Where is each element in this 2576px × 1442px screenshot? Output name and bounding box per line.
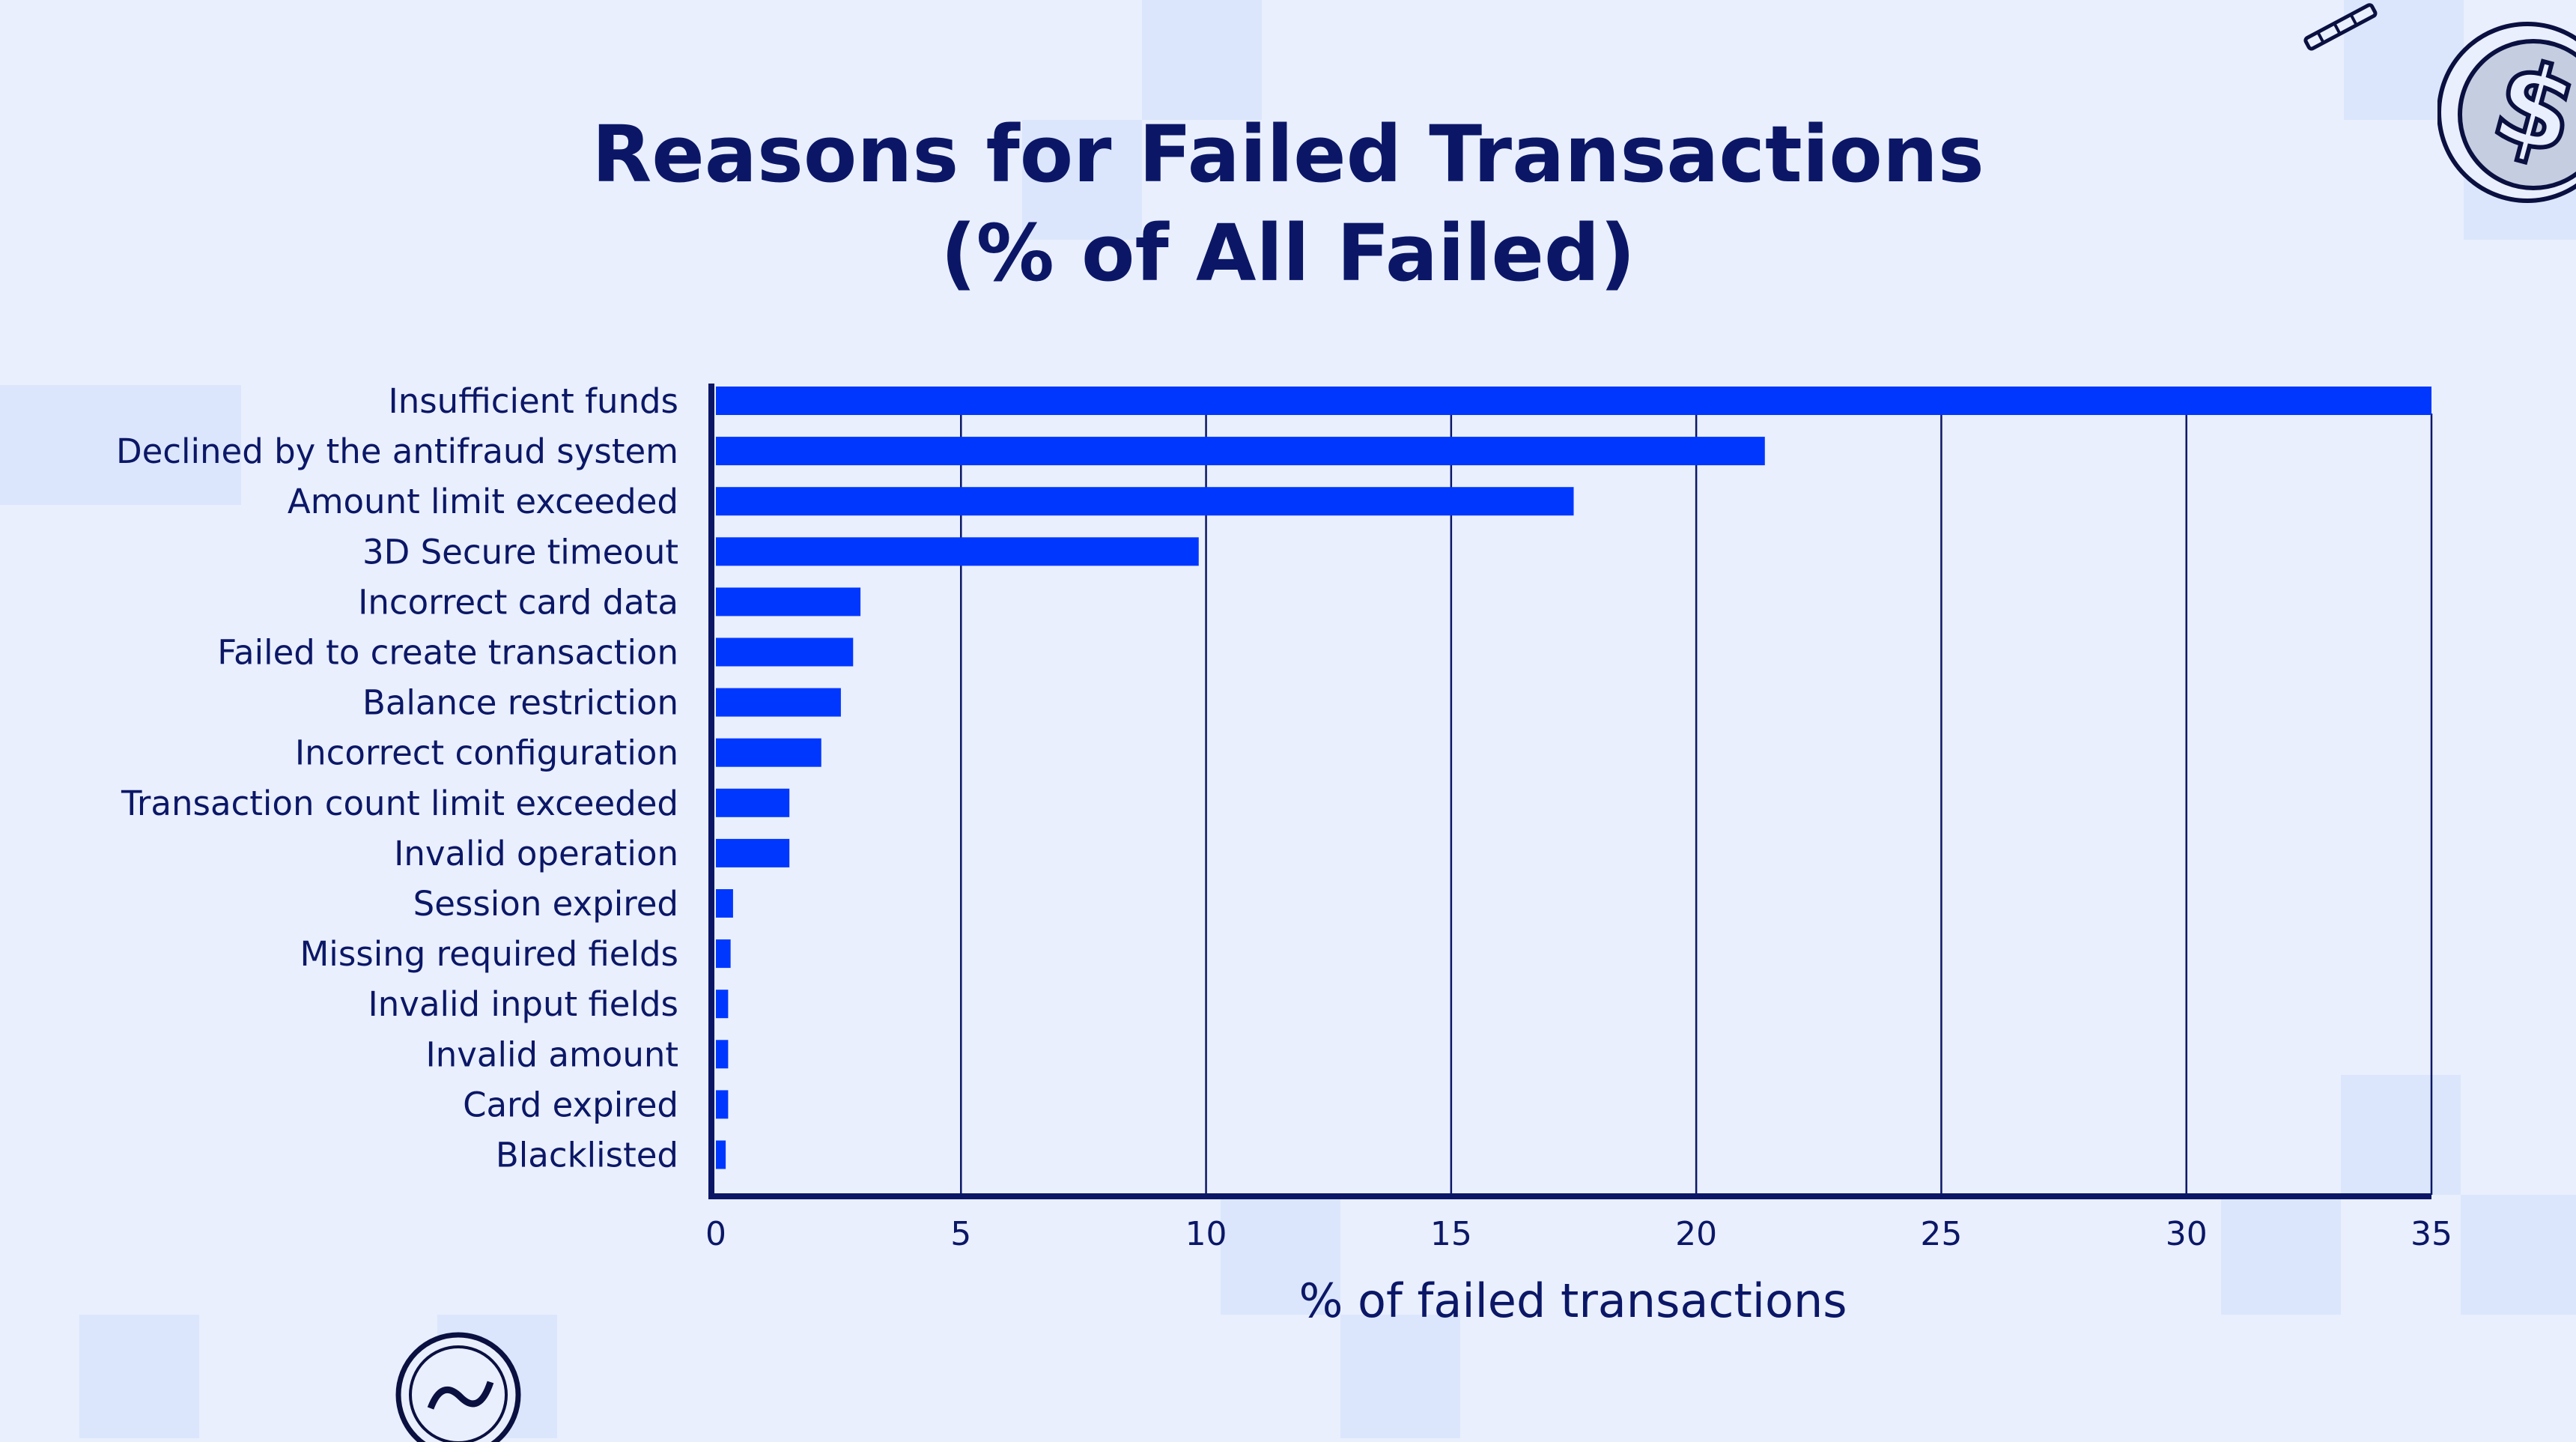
decor-square [1142,0,1262,120]
category-label: Incorrect card data [358,582,678,622]
bar [716,537,1199,566]
bar [716,990,729,1019]
category-label: Blacklisted [496,1136,678,1175]
bar [716,1090,729,1119]
chart-title: Reasons for Failed Transactions (% of Al… [0,105,2576,303]
category-label: Insufficient funds [388,381,678,421]
category-label: Failed to create transaction [217,633,678,673]
x-tick-label: 15 [1430,1215,1472,1253]
category-label: Session expired [413,884,678,924]
bar [716,587,861,617]
decor-square [1221,1195,1340,1315]
x-tick-label: 25 [1920,1215,1962,1253]
pencil-icon [2303,3,2378,51]
x-tick-label: 20 [1675,1215,1717,1253]
bar [716,688,841,717]
x-tick-label: 5 [950,1215,971,1253]
category-label: Amount limit exceeded [288,482,678,521]
bar [716,1140,726,1169]
bar [716,387,2431,415]
bar [716,838,790,867]
category-label: Card expired [463,1085,678,1124]
bar [716,738,821,767]
x-tick-label: 30 [2166,1215,2208,1253]
category-label: Missing required fields [300,934,678,974]
bar [716,1040,729,1069]
coin-dollar-icon: $ [2437,22,2576,203]
category-label: Balance restriction [362,683,678,723]
category-label: Invalid operation [394,834,678,873]
x-tick-label: 0 [705,1215,726,1253]
x-tick-label: 10 [1185,1215,1227,1253]
decor-square [1022,120,1142,240]
chart-title-line: (% of All Failed) [941,207,1635,299]
decor-square [0,385,241,505]
bar [716,788,790,817]
exchange-logo-icon [395,1332,521,1442]
bar [716,487,1574,516]
category-label: Incorrect configuration [295,733,678,773]
category-label: 3D Secure timeout [362,532,678,572]
decor-square [2221,1195,2341,1315]
bar [716,637,854,667]
chart-title-line: Reasons for Failed Transactions [592,109,1984,200]
bar [716,889,733,918]
decor-square [2341,1075,2461,1195]
decor-square [1340,1315,1460,1438]
category-label: Invalid amount [426,1034,679,1074]
bar [716,437,1765,466]
x-axis-label: % of failed transactions [1298,1273,1847,1328]
bar [716,939,731,969]
category-label: Declined by the antifraud system [116,431,678,471]
category-label: Transaction count limit exceeded [121,784,678,823]
category-label: Invalid input fields [368,984,678,1024]
decor-square [79,1315,199,1438]
decor-square [2461,1195,2576,1315]
x-tick-label: 35 [2411,1215,2452,1253]
